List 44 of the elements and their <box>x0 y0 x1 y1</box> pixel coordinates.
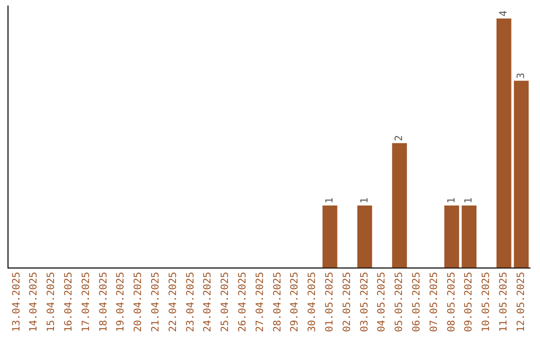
x-tick-label: 23.04.2025 <box>185 272 196 332</box>
x-tick-label: 11.05.2025 <box>498 272 510 332</box>
data-label: 3 <box>516 72 527 79</box>
bar <box>392 143 407 268</box>
x-tick-label: 05.05.2025 <box>394 272 406 332</box>
x-tick-label: 02.05.2025 <box>342 272 353 332</box>
x-tick-label: 29.04.2025 <box>290 272 301 332</box>
x-tick-label: 22.04.2025 <box>168 272 179 332</box>
x-tick-label: 06.05.2025 <box>411 272 422 332</box>
x-tick-label: 18.04.2025 <box>98 272 110 332</box>
x-tick-label: 04.05.2025 <box>376 272 388 332</box>
data-label: 4 <box>498 10 510 16</box>
x-tick-label: 01.05.2025 <box>324 272 336 332</box>
x-tick-label: 10.05.2025 <box>481 272 492 332</box>
bar <box>462 205 476 268</box>
x-tick-label: 07.05.2025 <box>428 272 440 332</box>
x-tick-label: 16.04.2025 <box>63 272 74 332</box>
x-tick-label: 26.04.2025 <box>237 272 248 332</box>
x-tick-label: 19.04.2025 <box>116 272 127 332</box>
x-tick-label: 15.04.2025 <box>46 272 58 332</box>
x-tick-label: 21.04.2025 <box>150 272 162 332</box>
data-label: 1 <box>464 197 475 204</box>
bar <box>322 205 338 268</box>
bar <box>514 80 529 268</box>
x-tick-label: 30.04.2025 <box>307 272 318 332</box>
bar <box>444 205 460 268</box>
bar <box>496 18 512 268</box>
data-label: 1 <box>324 197 336 204</box>
x-tick-label: 25.04.2025 <box>220 272 232 332</box>
x-tick-label: 03.05.2025 <box>359 272 370 332</box>
x-tick-label: 13.04.2025 <box>11 272 22 332</box>
x-tick-label: 27.04.2025 <box>254 272 266 332</box>
data-label: 1 <box>359 197 370 204</box>
x-tick-label: 24.04.2025 <box>202 272 214 332</box>
x-tick-label: 14.04.2025 <box>28 272 40 332</box>
bar <box>357 205 372 268</box>
data-label: 2 <box>394 135 406 142</box>
x-tick-label: 17.04.2025 <box>80 272 92 332</box>
x-tick-label: 12.05.2025 <box>516 272 527 332</box>
x-tick-label: 08.05.2025 <box>446 272 458 332</box>
x-tick-label: 09.05.2025 <box>464 272 475 332</box>
x-tick-label: 20.04.2025 <box>133 272 144 332</box>
data-label: 1 <box>446 197 458 204</box>
x-tick-label: 28.04.2025 <box>272 272 284 332</box>
